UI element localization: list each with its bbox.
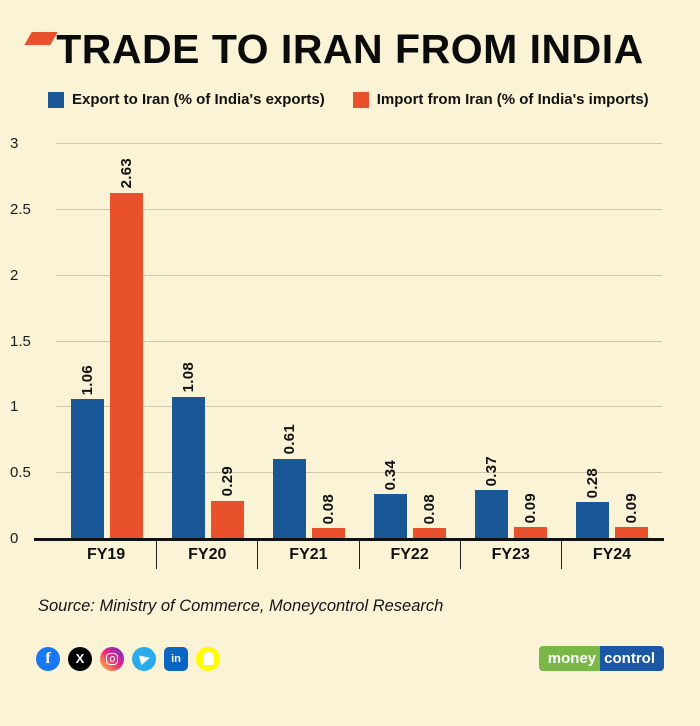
y-tick-label: 2 bbox=[10, 266, 19, 284]
bar bbox=[70, 399, 104, 539]
legend-item: Import from Iran (% of India's imports) bbox=[352, 91, 649, 108]
x-tick-label: FY20 bbox=[156, 539, 257, 569]
bar bbox=[412, 528, 446, 539]
bar-group: 0.61 0.08 bbox=[258, 144, 359, 539]
x-icon[interactable]: X bbox=[68, 646, 92, 671]
gridline bbox=[56, 472, 662, 474]
y-tick-label: 0 bbox=[10, 530, 19, 547]
x-tick-label: FY24 bbox=[560, 539, 662, 569]
bar-column: 0.08 bbox=[311, 144, 345, 539]
bar bbox=[311, 528, 345, 539]
chart-title: TRADE TO IRAN FROM INDIA bbox=[56, 26, 644, 72]
gridline bbox=[56, 340, 662, 342]
moneycontrol-logo: money control bbox=[538, 646, 664, 671]
bar-value-label: 0.08 bbox=[319, 494, 337, 525]
bar bbox=[373, 494, 407, 539]
legend-label: Import from Iran (% of India's imports) bbox=[376, 91, 649, 108]
bar-value-label: 0.29 bbox=[218, 466, 236, 497]
bar-group: 0.37 0.09 bbox=[460, 144, 561, 539]
telegram-icon[interactable] bbox=[132, 646, 156, 671]
gridline bbox=[56, 208, 662, 210]
bar-column: 2.63 bbox=[109, 144, 143, 539]
y-tick-label: 1.5 bbox=[10, 332, 31, 350]
source-note: Source: Ministry of Commerce, Moneycontr… bbox=[38, 597, 444, 615]
bar-group: 1.08 0.29 bbox=[157, 144, 258, 539]
bar-value-label: 0.09 bbox=[622, 492, 640, 524]
bar-group: 0.34 0.08 bbox=[359, 144, 460, 539]
bars: 1.06 2.63 1.08 0.29 0.61 0.08 0.34 0.08 0.37 0.09… bbox=[56, 144, 662, 539]
logo-control-part: control bbox=[600, 646, 664, 671]
bar-value-label: 1.06 bbox=[78, 365, 96, 396]
gridline bbox=[56, 406, 662, 408]
legend-label: Export to Iran (% of India's exports) bbox=[72, 91, 325, 108]
x-axis-line bbox=[34, 538, 664, 541]
bar bbox=[614, 527, 648, 539]
bar bbox=[171, 396, 205, 539]
bar-column: 0.61 bbox=[272, 144, 306, 539]
bar-column: 0.29 bbox=[210, 144, 244, 539]
y-tick-label: 3 bbox=[10, 135, 19, 152]
bar-value-label: 0.09 bbox=[521, 492, 539, 524]
x-tick-label: FY22 bbox=[358, 539, 460, 569]
bar bbox=[272, 458, 306, 539]
bar-column: 0.09 bbox=[614, 144, 648, 539]
linkedin-icon[interactable]: in bbox=[164, 646, 188, 671]
snapchat-icon[interactable] bbox=[196, 646, 220, 671]
bar bbox=[575, 502, 609, 539]
bar-column: 0.34 bbox=[373, 144, 407, 539]
legend: Export to Iran (% of India's exports) Imp… bbox=[48, 91, 700, 108]
bar-column: 0.09 bbox=[513, 144, 547, 539]
y-tick-label: 1 bbox=[10, 398, 19, 416]
bar bbox=[474, 490, 508, 539]
logo-money-part: money bbox=[538, 646, 601, 671]
facebook-icon[interactable]: f bbox=[36, 646, 60, 671]
bar bbox=[210, 500, 244, 539]
bar-column: 1.06 bbox=[70, 144, 104, 539]
legend-swatch bbox=[352, 91, 369, 108]
bar-value-label: 0.08 bbox=[420, 494, 438, 525]
bar-value-label: 0.28 bbox=[583, 467, 601, 499]
x-tick-label: FY19 bbox=[86, 546, 126, 563]
plot-area: 0 0.5 1 1.5 2 2.5 3 bbox=[10, 135, 662, 547]
y-tick-label: 0.5 bbox=[10, 464, 31, 482]
gridline bbox=[56, 143, 662, 144]
bar bbox=[513, 527, 547, 539]
legend-swatch bbox=[48, 91, 64, 108]
x-tick-label: FY21 bbox=[257, 539, 358, 569]
chart-area: 0 0.5 1 1.5 2 2.5 3 1.06 2.63 1.08 0.29 0.61 0.08 0.… bbox=[10, 135, 664, 547]
bar-value-label: 2.63 bbox=[117, 158, 135, 189]
x-axis-labels: FY19 FY20 FY21 FY22 FY23 FY24 bbox=[56, 539, 662, 569]
bar bbox=[109, 192, 143, 539]
bar-column: 0.28 bbox=[575, 144, 609, 539]
bar-column: 1.08 bbox=[171, 144, 205, 539]
instagram-icon[interactable] bbox=[100, 646, 124, 671]
bar-value-label: 0.34 bbox=[381, 459, 399, 491]
bar-column: 0.37 bbox=[474, 144, 508, 539]
bar-value-label: 1.08 bbox=[179, 362, 197, 393]
x-tick-label: FY23 bbox=[459, 539, 561, 569]
bar-group: 0.28 0.09 bbox=[561, 144, 662, 539]
gridline bbox=[56, 274, 662, 276]
bar-value-label: 0.61 bbox=[280, 424, 298, 455]
bar-column: 0.08 bbox=[412, 144, 446, 539]
bar-group: 1.06 2.63 bbox=[56, 144, 157, 539]
legend-item: Export to Iran (% of India's exports) bbox=[48, 91, 325, 108]
bar-value-label: 0.37 bbox=[482, 455, 500, 487]
y-tick-label: 2.5 bbox=[10, 200, 31, 218]
